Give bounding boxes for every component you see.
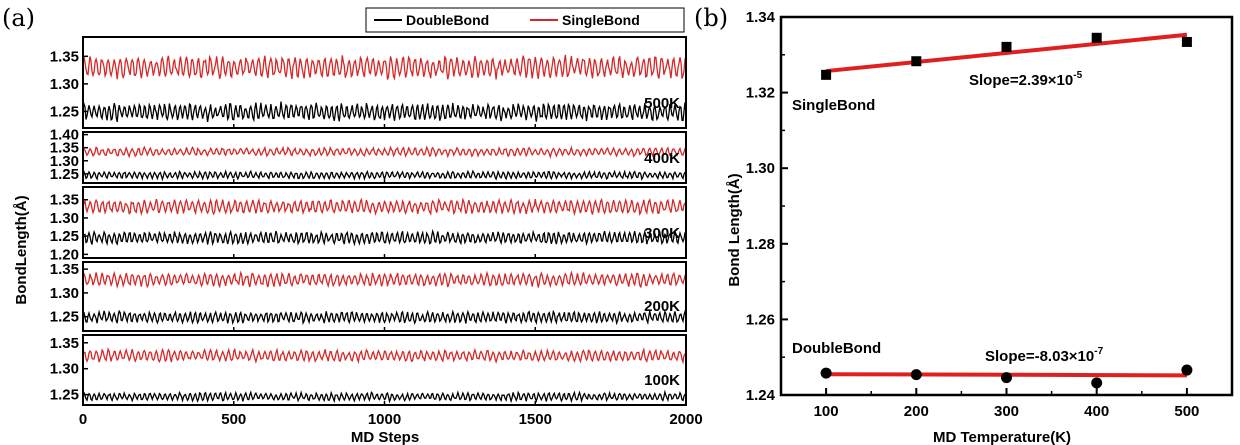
trace-doublebond-100K xyxy=(83,389,686,404)
data-point xyxy=(1181,36,1192,47)
trace-doublebond-200K xyxy=(83,309,686,326)
panel-label-b: (b) xyxy=(694,4,728,32)
y-tick-label: 1.35 xyxy=(50,192,79,209)
series-label-singlebond: SingleBond xyxy=(792,97,875,114)
x-tick-label: 1500 xyxy=(519,411,552,428)
trace-singlebond-400K xyxy=(83,145,686,160)
y-tick-label: 1.25 xyxy=(50,228,79,245)
x-tick-label: 200 xyxy=(904,403,929,420)
y-tick-label: 1.26 xyxy=(746,311,775,328)
panel-a-x-axis-label: MD Steps xyxy=(351,429,419,445)
x-tick-label: 0 xyxy=(79,411,87,428)
temperature-label: 500K xyxy=(644,95,680,112)
y-tick-label: 1.32 xyxy=(746,85,775,102)
panel-a-y-axis-label: BondLength(Å) xyxy=(13,195,30,304)
y-tick-label: 1.28 xyxy=(746,236,775,253)
y-tick-label: 1.34 xyxy=(746,9,776,26)
panel-b-y-axis-label: Bond Length(Å) xyxy=(726,173,743,286)
trace-singlebond-200K xyxy=(83,270,686,289)
data-point xyxy=(1181,364,1193,376)
y-tick-label: 1.25 xyxy=(50,166,79,183)
data-point xyxy=(911,56,922,67)
subplot-frame xyxy=(82,186,687,259)
y-tick-label: 1.25 xyxy=(50,309,79,326)
panel-a: (a) BondLength(Å) MD Steps DoubleBond Si… xyxy=(2,4,703,445)
panel-a-x-ticks: 0 500 1000 1500 2000 xyxy=(79,411,703,428)
panel-b-series xyxy=(820,32,1193,389)
series-label-doublebond: DoubleBond xyxy=(792,340,881,357)
data-point xyxy=(1001,372,1012,384)
y-tick-label: 1.30 xyxy=(50,285,79,302)
trace-doublebond-300K xyxy=(83,228,686,247)
y-tick-label: 1.30 xyxy=(50,210,79,227)
trace-doublebond-500K xyxy=(83,101,686,123)
y-tick-label: 1.25 xyxy=(50,387,79,404)
subplot-300K: 1.351.301.251.20 300K xyxy=(50,186,687,263)
data-point xyxy=(910,369,922,381)
data-point xyxy=(821,69,832,80)
legend-label-doublebond: DoubleBond xyxy=(406,12,489,28)
data-point xyxy=(1091,32,1102,43)
legend-box xyxy=(365,7,685,33)
y-tick-label: 1.30 xyxy=(50,153,79,170)
y-tick-label: 1.40 xyxy=(50,127,79,144)
panel-b: (b) Bond Length(Å) MD Temperature(K) 1.2… xyxy=(694,4,1234,445)
y-tick-label: 1.24 xyxy=(746,387,776,404)
y-tick-label: 1.35 xyxy=(50,48,79,65)
data-point xyxy=(820,367,832,379)
x-tick-label: 2000 xyxy=(669,411,702,428)
y-tick-label: 1.30 xyxy=(50,76,79,93)
y-tick-label: 1.20 xyxy=(50,246,79,263)
y-tick-label: 1.25 xyxy=(50,103,79,120)
subplot-500K: 1.35 1.30 1.25 500K xyxy=(50,36,687,129)
trace-singlebond-300K xyxy=(83,197,686,217)
x-tick-label: 400 xyxy=(1084,403,1109,420)
subplot-200K: 1.35 1.30 1.25 200K xyxy=(50,261,687,332)
y-tick-label: 1.30 xyxy=(50,361,79,378)
x-tick-label: 1000 xyxy=(368,411,401,428)
x-tick-label: 100 xyxy=(814,403,839,420)
panel-a-subplots: 1.351.301.25 500K1.401.351.301.25400K1.35… xyxy=(50,36,687,406)
fit-line-singlebond xyxy=(825,32,1188,74)
slope-label-singlebond: Slope=2.39×10-5 xyxy=(969,70,1083,89)
x-tick-label: 500 xyxy=(1174,403,1199,420)
y-tick-label: 1.35 xyxy=(50,335,79,352)
trace-doublebond-400K xyxy=(83,169,686,182)
series-doublebond xyxy=(820,364,1193,389)
panel-b-x-axis-label: MD Temperature(K) xyxy=(933,429,1071,445)
legend-label-singlebond: SingleBond xyxy=(562,12,640,28)
panel-a-legend: DoubleBond SingleBond xyxy=(365,7,685,33)
subplot-100K: 1.35 1.30 1.25 100K xyxy=(50,334,687,406)
y-tick-label: 1.35 xyxy=(50,140,79,157)
slope-label-doublebond: Slope=-8.03×10-7 xyxy=(985,346,1104,365)
trace-singlebond-500K xyxy=(83,54,686,81)
temperature-label: 200K xyxy=(644,298,680,315)
y-tick-label: 1.30 xyxy=(746,160,775,177)
panel-label-a: (a) xyxy=(2,4,35,32)
data-point xyxy=(1001,41,1012,52)
panel-b-ticks: 1.24 1.26 1.28 1.30 1.32 1.34 100 200 300 400 500 xyxy=(746,9,1200,420)
temperature-label: 100K xyxy=(644,372,680,389)
series-singlebond xyxy=(821,32,1192,80)
x-tick-label: 300 xyxy=(994,403,1019,420)
y-tick-label: 1.35 xyxy=(50,261,79,278)
subplot-frame xyxy=(82,334,687,406)
subplot-400K: 1.401.351.301.25 400K xyxy=(50,127,687,184)
trace-singlebond-100K xyxy=(83,347,686,365)
data-point xyxy=(1091,377,1103,389)
temperature-label: 300K xyxy=(644,225,680,242)
temperature-label: 400K xyxy=(644,150,680,167)
x-tick-label: 500 xyxy=(221,411,246,428)
